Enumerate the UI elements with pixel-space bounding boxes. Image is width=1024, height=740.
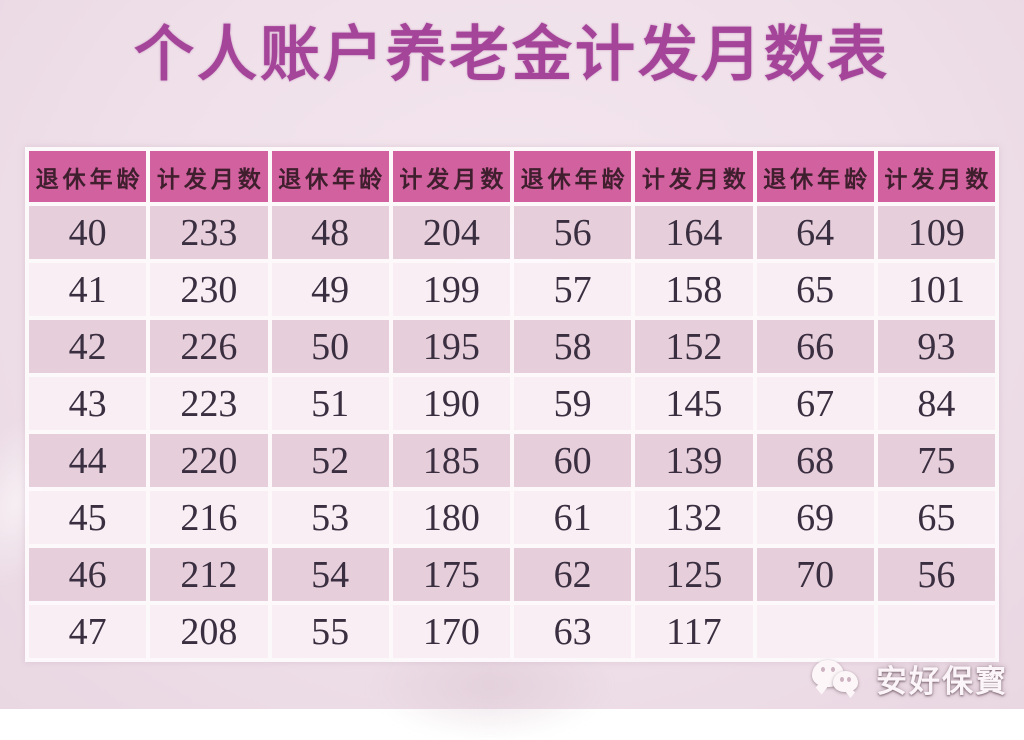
age-cell: 56 [514, 206, 632, 259]
pension-months-table: 退休年龄 计发月数 退休年龄 计发月数 退休年龄 计发月数 退休年龄 计发月数 40 233 48 2… [25, 147, 999, 662]
months-cell: 199 [392, 263, 510, 316]
age-cell: 61 [514, 491, 632, 544]
months-cell: 233 [150, 206, 268, 259]
age-cell [756, 605, 874, 658]
age-cell: 63 [514, 605, 632, 658]
age-cell: 59 [514, 377, 632, 430]
months-cell: 208 [150, 605, 268, 658]
months-cell: 223 [150, 377, 268, 430]
age-cell: 44 [29, 434, 147, 487]
age-cell: 66 [756, 320, 874, 373]
months-cell: 164 [635, 206, 753, 259]
months-cell: 125 [635, 548, 753, 601]
months-cell: 65 [877, 491, 995, 544]
age-cell: 49 [271, 263, 389, 316]
column-header: 退休年龄 [756, 151, 874, 202]
column-header: 计发月数 [635, 151, 753, 202]
age-cell: 45 [29, 491, 147, 544]
age-cell: 58 [514, 320, 632, 373]
age-cell: 64 [756, 206, 874, 259]
age-cell: 48 [271, 206, 389, 259]
age-cell: 62 [514, 548, 632, 601]
age-cell: 46 [29, 548, 147, 601]
age-cell: 55 [271, 605, 389, 658]
months-cell: 220 [150, 434, 268, 487]
age-cell: 54 [271, 548, 389, 601]
page-title: 个人账户养老金计发月数表 [134, 21, 890, 88]
age-cell: 70 [756, 548, 874, 601]
age-cell: 65 [756, 263, 874, 316]
age-cell: 41 [29, 263, 147, 316]
months-cell: 75 [877, 434, 995, 487]
age-cell: 42 [29, 320, 147, 373]
age-cell: 68 [756, 434, 874, 487]
months-cell [877, 605, 995, 658]
age-cell: 50 [271, 320, 389, 373]
age-cell: 53 [271, 491, 389, 544]
column-header: 退休年龄 [29, 151, 147, 202]
months-cell: 152 [635, 320, 753, 373]
column-header: 退休年龄 [271, 151, 389, 202]
months-cell: 195 [392, 320, 510, 373]
months-cell: 93 [877, 320, 995, 373]
months-cell: 216 [150, 491, 268, 544]
watermark: 安好保寳 [810, 656, 1008, 701]
months-cell: 212 [150, 548, 268, 601]
months-cell: 226 [150, 320, 268, 373]
months-cell: 117 [635, 605, 753, 658]
pension-table-poster: 个人账户养老金计发月数表 退休年龄 计发月数 退休年龄 计发月数 退休年龄 计发月数 退休年… [0, 0, 1024, 709]
age-cell: 67 [756, 377, 874, 430]
age-cell: 69 [756, 491, 874, 544]
months-cell: 180 [392, 491, 510, 544]
wechat-bubble-small [833, 670, 858, 692]
months-cell: 56 [877, 548, 995, 601]
age-cell: 51 [271, 377, 389, 430]
months-cell: 175 [392, 548, 510, 601]
months-cell: 132 [635, 491, 753, 544]
age-cell: 47 [29, 605, 147, 658]
months-cell: 185 [392, 434, 510, 487]
months-cell: 145 [635, 377, 753, 430]
age-cell: 60 [514, 434, 632, 487]
column-header: 计发月数 [877, 151, 995, 202]
months-cell: 230 [150, 263, 268, 316]
age-cell: 52 [271, 434, 389, 487]
months-cell: 109 [877, 206, 995, 259]
months-cell: 158 [635, 263, 753, 316]
months-cell: 84 [877, 377, 995, 430]
column-header: 计发月数 [150, 151, 268, 202]
months-cell: 139 [635, 434, 753, 487]
watermark-text: 安好保寳 [876, 664, 1008, 699]
age-cell: 40 [29, 206, 147, 259]
months-cell: 204 [392, 206, 510, 259]
months-cell: 170 [392, 605, 510, 658]
column-header: 计发月数 [392, 151, 510, 202]
wechat-icon [810, 658, 864, 700]
column-header: 退休年龄 [514, 151, 632, 202]
months-cell: 101 [877, 263, 995, 316]
age-cell: 43 [29, 377, 147, 430]
months-cell: 190 [392, 377, 510, 430]
age-cell: 57 [514, 263, 632, 316]
